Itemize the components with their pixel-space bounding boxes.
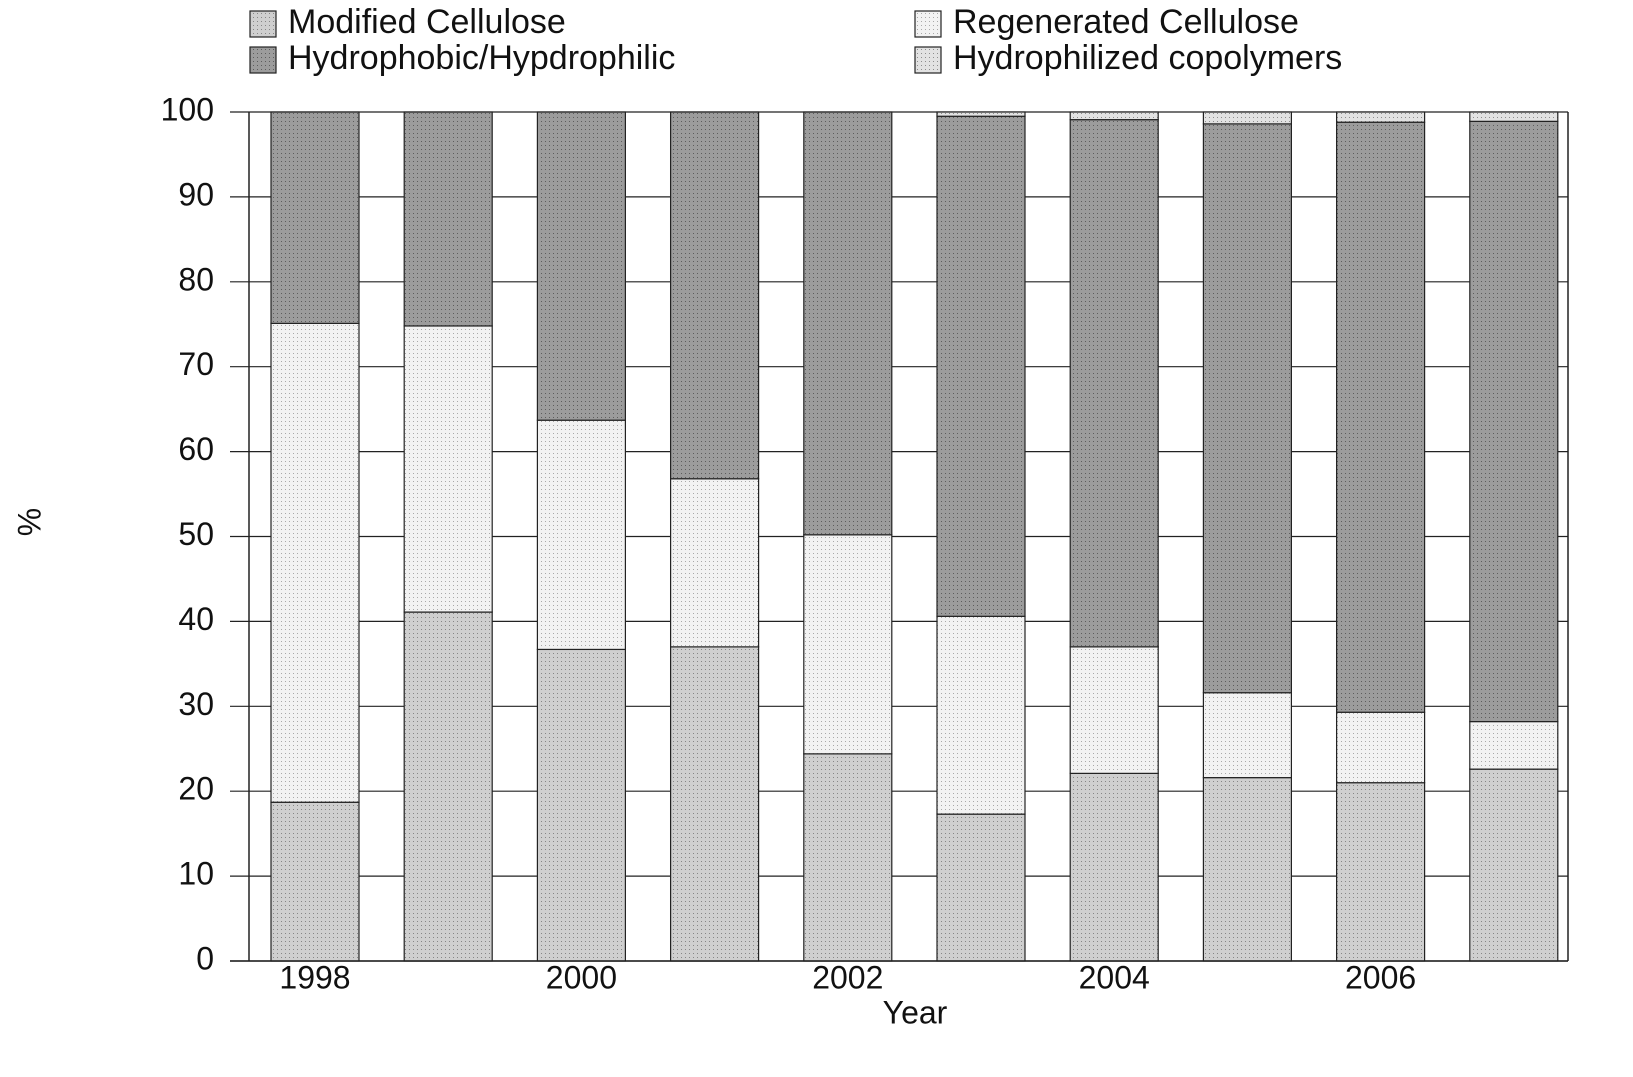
y-tick-label: 70 bbox=[178, 346, 214, 382]
bar-segment bbox=[1202, 777, 1293, 962]
bar-segment bbox=[936, 813, 1026, 962]
bar-segment bbox=[270, 322, 360, 803]
bar-segment bbox=[803, 534, 893, 755]
bar-segment bbox=[1069, 772, 1159, 962]
bar-segment bbox=[536, 111, 627, 421]
bar-segment bbox=[669, 478, 760, 648]
bar-segment bbox=[936, 615, 1026, 815]
bar-segment bbox=[1202, 692, 1293, 779]
y-tick-label: 60 bbox=[178, 431, 214, 467]
x-axis-title: Year bbox=[883, 994, 948, 1030]
y-tick-label: 10 bbox=[178, 856, 214, 892]
legend-label: Modified Cellulose bbox=[288, 3, 566, 41]
bar-segment bbox=[1335, 782, 1426, 962]
bar-segment bbox=[1202, 111, 1293, 125]
bar-segment bbox=[536, 648, 627, 962]
legend-swatch bbox=[914, 10, 942, 38]
y-tick-label: 80 bbox=[178, 261, 214, 297]
bar-segment bbox=[1335, 121, 1426, 713]
y-tick-label: 20 bbox=[178, 771, 214, 807]
y-tick-label: 40 bbox=[178, 601, 214, 637]
bar-segment bbox=[669, 646, 760, 962]
legend-label: Hydrophilized copolymers bbox=[953, 39, 1342, 77]
bar-segment bbox=[936, 115, 1026, 617]
bar-segment bbox=[1335, 111, 1426, 123]
bar-segment bbox=[1469, 120, 1559, 723]
bar-segment bbox=[1469, 768, 1559, 962]
bar-segment bbox=[403, 611, 493, 962]
bar-segment bbox=[1335, 711, 1426, 784]
y-tick-label: 90 bbox=[178, 176, 214, 212]
bar-segment bbox=[936, 111, 1026, 117]
bar-segment bbox=[1069, 111, 1159, 121]
bar-segment bbox=[669, 111, 760, 480]
legend-label: Hydrophobic/Hypdrophilic bbox=[288, 39, 675, 77]
x-tick-label: 2004 bbox=[1079, 959, 1150, 995]
y-tick-label: 100 bbox=[161, 91, 214, 127]
bar-segment bbox=[403, 111, 493, 327]
y-tick-label: 30 bbox=[178, 686, 214, 722]
legend-label: Regenerated Cellulose bbox=[953, 3, 1299, 41]
x-tick-label: 2000 bbox=[546, 959, 617, 995]
x-tick-label: 2002 bbox=[812, 959, 883, 995]
legend-swatch bbox=[249, 10, 277, 38]
bar-segment bbox=[1202, 123, 1293, 694]
bar-segment bbox=[803, 111, 893, 536]
bar-segment bbox=[536, 419, 627, 651]
y-tick-label: 0 bbox=[196, 940, 214, 976]
bar-segment bbox=[270, 111, 360, 325]
y-axis-title: % bbox=[11, 508, 47, 536]
y-tick-label: 50 bbox=[178, 516, 214, 552]
bar-segment bbox=[1469, 720, 1559, 770]
bar-segment bbox=[803, 753, 893, 962]
bar-segment bbox=[270, 801, 360, 962]
bar-segment bbox=[1069, 119, 1159, 648]
x-tick-label: 1998 bbox=[279, 959, 350, 995]
bar-segment bbox=[403, 325, 493, 613]
legend-swatch bbox=[249, 46, 277, 74]
x-tick-label: 2006 bbox=[1345, 959, 1416, 995]
legend-swatch bbox=[914, 46, 942, 74]
bar-segment bbox=[1069, 646, 1159, 774]
bar-segment bbox=[1469, 111, 1559, 122]
